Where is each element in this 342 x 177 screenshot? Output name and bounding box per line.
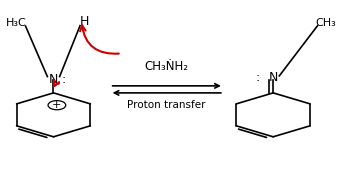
Text: Proton transfer: Proton transfer	[128, 100, 206, 110]
Text: CH₃: CH₃	[316, 18, 336, 28]
Text: H: H	[79, 15, 89, 28]
Text: :: :	[62, 73, 66, 86]
Text: N: N	[49, 73, 58, 86]
Text: +: +	[52, 100, 62, 110]
Text: :: :	[256, 72, 260, 84]
Text: N: N	[268, 72, 278, 84]
Text: H₃C: H₃C	[6, 18, 26, 28]
Text: CH₃ṄH₂: CH₃ṄH₂	[145, 60, 189, 73]
